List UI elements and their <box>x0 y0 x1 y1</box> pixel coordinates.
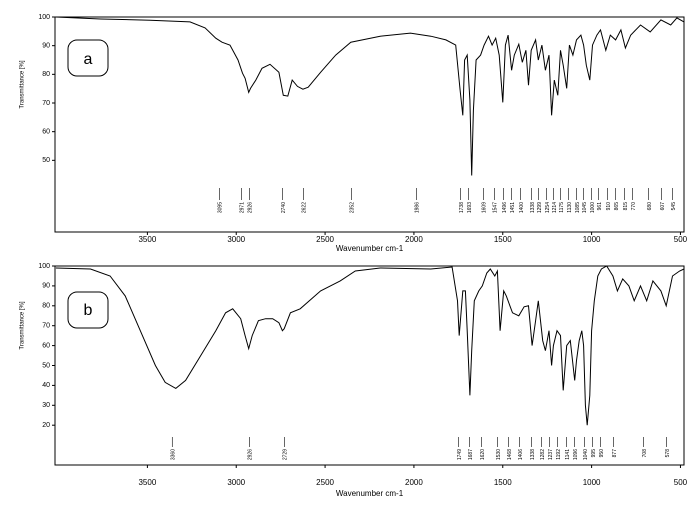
peak-label: 2971 <box>240 202 246 213</box>
x-tick-label: 1000 <box>583 478 601 487</box>
peak-label: 961 <box>597 202 603 211</box>
y-tick-label: 20 <box>42 422 50 429</box>
peak-label: 2740 <box>281 202 287 213</box>
y-tick-label: 60 <box>42 342 50 349</box>
x-tick-label: 500 <box>674 235 688 244</box>
x-tick-label: 2500 <box>316 235 334 244</box>
peak-label: 2926 <box>248 202 254 213</box>
peak-label: 3360 <box>171 449 177 460</box>
x-tick-label: 1500 <box>494 235 512 244</box>
peak-label: 1040 <box>583 449 589 460</box>
peak-label: 1085 <box>575 202 581 213</box>
y-tick-label: 40 <box>42 382 50 389</box>
peak-label: 1338 <box>530 202 536 213</box>
peak-label: 708 <box>642 449 648 458</box>
y-tick-label: 70 <box>42 323 50 330</box>
peak-label: 1338 <box>530 449 536 460</box>
peak-label: 1299 <box>537 202 543 213</box>
x-tick-label: 1000 <box>583 235 601 244</box>
peak-label: 1254 <box>545 202 551 213</box>
x-tick-label: 3500 <box>138 478 156 487</box>
peak-label: 1547 <box>493 202 499 213</box>
peak-label: 1451 <box>510 202 516 213</box>
y-tick-label: 80 <box>42 303 50 310</box>
y-tick-label: 50 <box>42 157 50 164</box>
peak-label: 770 <box>631 202 637 211</box>
plot-frame <box>54 16 685 233</box>
peak-label: 1530 <box>496 449 502 460</box>
peak-label: 1175 <box>559 202 565 213</box>
x-tick-label: 2000 <box>405 235 423 244</box>
peak-label: 545 <box>671 202 677 211</box>
y-tick-label: 100 <box>38 14 50 21</box>
peak-label: 1192 <box>556 449 562 460</box>
peak-label: 1496 <box>502 202 508 213</box>
x-tick-label: 2000 <box>405 478 423 487</box>
x-tick-label: 500 <box>674 478 688 487</box>
peak-label: 1468 <box>507 449 513 460</box>
peak-label: 1045 <box>582 202 588 213</box>
peak-label: 2729 <box>283 449 289 460</box>
peak-label: 950 <box>599 449 605 458</box>
x-tick-label: 2500 <box>316 478 334 487</box>
spectrum-line <box>55 265 685 426</box>
spectrum-line <box>55 16 685 176</box>
y-tick-label: 90 <box>42 43 50 50</box>
y-tick-label: 80 <box>42 71 50 78</box>
y-tick-label: 70 <box>42 100 50 107</box>
peak-label: 1282 <box>540 449 546 460</box>
x-tick-label: 3500 <box>138 235 156 244</box>
x-axis-title: Wavenumber cm-1 <box>336 489 404 498</box>
panel-label-box <box>67 291 109 329</box>
peak-label: 1738 <box>459 202 465 213</box>
peak-label: 995 <box>591 449 597 458</box>
x-tick-label: 3000 <box>227 478 245 487</box>
peak-label: 2926 <box>248 449 254 460</box>
panel-label: b <box>84 302 93 319</box>
plot-frame <box>54 265 685 466</box>
peak-label: 680 <box>647 202 653 211</box>
peak-label: 877 <box>612 449 618 458</box>
x-tick-label: 3000 <box>227 235 245 244</box>
peak-label: 2352 <box>350 202 356 213</box>
x-tick-label: 1500 <box>494 478 512 487</box>
peak-label: 1130 <box>567 202 573 213</box>
peak-label: 1096 <box>573 449 579 460</box>
peak-label: 1749 <box>457 449 463 460</box>
peak-label: 1000 <box>590 202 596 213</box>
peak-label: 3095 <box>218 202 224 213</box>
peak-label: 1400 <box>519 202 525 213</box>
x-axis-title: Wavenumber cm-1 <box>336 244 404 253</box>
peak-label: 607 <box>660 202 666 211</box>
peak-label: 865 <box>614 202 620 211</box>
panel-label: a <box>84 51 93 68</box>
panel-label-box <box>67 39 109 77</box>
peak-label: 578 <box>665 449 671 458</box>
peak-label: 1620 <box>480 449 486 460</box>
peak-label: 1693 <box>467 202 473 213</box>
y-tick-label: 50 <box>42 362 50 369</box>
peak-label: 815 <box>623 202 629 211</box>
y-tick-label: 100 <box>38 263 50 270</box>
y-axis-title: Transmittance [%] <box>20 301 26 349</box>
peak-label: 1406 <box>518 449 524 460</box>
peak-label: 2622 <box>302 202 308 213</box>
peak-label: 1609 <box>482 202 488 213</box>
peak-label: 1141 <box>565 449 571 460</box>
peak-label: 1214 <box>552 202 558 213</box>
y-tick-label: 60 <box>42 129 50 136</box>
y-axis-title: Transmittance [%] <box>20 60 26 108</box>
peak-label: 910 <box>606 202 612 211</box>
peak-label: 1986 <box>415 202 421 213</box>
y-tick-label: 90 <box>42 283 50 290</box>
peak-label: 1687 <box>468 449 474 460</box>
y-tick-label: 30 <box>42 402 50 409</box>
peak-label: 1237 <box>548 449 554 460</box>
